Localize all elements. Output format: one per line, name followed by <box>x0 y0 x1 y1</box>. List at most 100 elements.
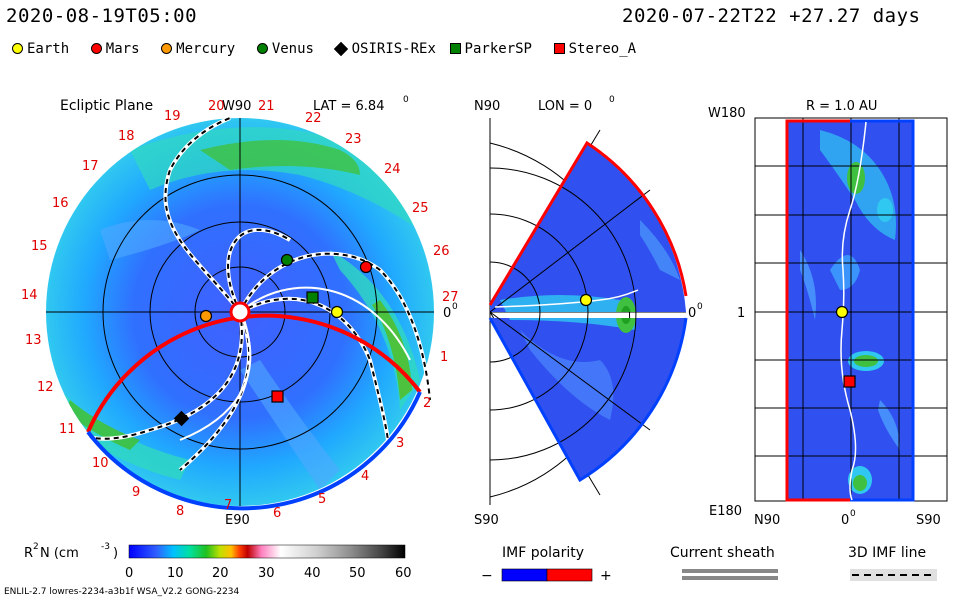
meridional-plane-panel: N90 LON = 0 0 S90 0 0 <box>474 95 703 528</box>
legend-stereo: Stereo_A <box>553 41 636 57</box>
e180-label: E180 <box>709 504 742 519</box>
svg-text:3: 3 <box>396 436 404 451</box>
svg-text:20: 20 <box>212 566 229 581</box>
ecliptic-zero-label: 0 <box>443 306 451 321</box>
colorbar-label-sup: 2 <box>33 542 39 552</box>
mercury-marker-icon <box>161 43 173 54</box>
sun-icon <box>229 301 251 323</box>
ecliptic-plane-panel: Ecliptic Plane W90 LAT = 6.84 0 E90 0 0 … <box>21 95 459 528</box>
radial-shell-panel: R = 1.0 AU W180 1 E180 N90 0 0 S90 <box>708 99 948 528</box>
footer-model-info: ENLIL-2.7 lowres-2234-a3b1f WSA_V2.2 GON… <box>4 587 240 597</box>
meridional-zero-label: 0 <box>688 306 696 321</box>
svg-text:13: 13 <box>25 333 42 348</box>
radial-one-label: 1 <box>737 306 745 321</box>
earth-marker-icon <box>330 305 344 319</box>
svg-text:40: 40 <box>304 566 321 581</box>
imf3d-title: 3D IMF line <box>848 545 926 561</box>
meridional-n90-label: N90 <box>474 99 500 114</box>
imf3d-legend: 3D IMF line <box>848 545 937 581</box>
radial-title: R = 1.0 AU <box>806 99 877 114</box>
current-sheath-line-1 <box>682 569 778 573</box>
lat-label: LAT = 6.84 <box>313 99 384 114</box>
w180-label: W180 <box>708 106 746 121</box>
colorbar-label-rest: N (cm <box>40 546 79 561</box>
e90-label: E90 <box>225 513 250 528</box>
legend-venus: Venus <box>256 41 314 57</box>
lon-label: LON = 0 <box>538 99 592 114</box>
svg-text:20: 20 <box>208 99 225 114</box>
legend-earth: Earth <box>12 41 69 57</box>
colorbar-label-close: ) <box>113 546 118 561</box>
earth-radial-marker-icon <box>835 305 849 319</box>
meridional-zero-sup: 0 <box>697 302 703 312</box>
legend-osiris: OSIRIS-REx <box>333 41 436 57</box>
right-timestamp-group: 2020-07-22T22 +27.27 days <box>622 5 921 27</box>
svg-text:8: 8 <box>176 504 184 519</box>
radial-n90-label: N90 <box>754 513 780 528</box>
svg-text:6: 6 <box>273 506 281 521</box>
left-timestamp: 2020-08-19T05:00 <box>6 5 198 27</box>
svg-text:26: 26 <box>433 244 450 259</box>
svg-text:25: 25 <box>412 201 429 216</box>
lon-degree-sup: 0 <box>609 95 615 105</box>
ecliptic-zero-sup: 0 <box>452 302 458 312</box>
radial-imf-line <box>840 121 867 501</box>
earth-marker-icon <box>12 43 23 54</box>
radial-s90-label: S90 <box>916 513 941 528</box>
sector-numbers: 19 20 21 22 23 24 25 26 27 1 2 3 4 5 6 7… <box>21 99 459 521</box>
w90-label: W90 <box>222 99 251 114</box>
mars-marker-icon <box>90 43 102 54</box>
current-sheath-legend: Current sheath <box>670 545 778 580</box>
mars-marker-icon <box>359 260 373 274</box>
svg-text:18: 18 <box>118 129 135 144</box>
parker-marker-icon <box>449 43 461 54</box>
ecliptic-title: Ecliptic Plane <box>60 98 153 114</box>
radial-rim-positive <box>785 119 850 502</box>
svg-text:4: 4 <box>361 469 369 484</box>
ecliptic-imf-lines <box>89 116 432 472</box>
radial-zero-label: 0 <box>841 513 849 528</box>
svg-text:21: 21 <box>258 99 275 114</box>
mercury-marker-icon <box>199 309 213 323</box>
imf-minus-label: − <box>481 568 493 584</box>
svg-text:10: 10 <box>92 456 109 471</box>
object-legend: Earth Mars Mercury Venus OSIRIS-REx Park… <box>12 39 648 58</box>
svg-text:60: 60 <box>395 566 412 581</box>
venus-marker-icon <box>280 253 294 267</box>
legend-mercury: Mercury <box>161 41 235 57</box>
meridional-imf-line <box>494 289 639 308</box>
meridional-rim-positive <box>488 140 688 306</box>
svg-text:12: 12 <box>37 380 54 395</box>
svg-text:11: 11 <box>59 422 76 437</box>
imf-negative-swatch <box>501 568 548 582</box>
current-sheath-title: Current sheath <box>670 545 775 561</box>
svg-text:9: 9 <box>132 485 140 500</box>
svg-text:2: 2 <box>423 396 431 411</box>
lat-degree-sup: 0 <box>403 95 409 105</box>
colorbar: R 2 N (cm -3 ) 0 10 20 30 40 50 60 <box>24 542 412 581</box>
venus-marker-icon <box>256 43 268 54</box>
imf-polarity-title: IMF polarity <box>502 545 584 561</box>
meridional-s90-label: S90 <box>474 513 499 528</box>
legend-parker: ParkerSP <box>449 41 532 57</box>
svg-text:24: 24 <box>384 162 401 177</box>
svg-text:22: 22 <box>305 111 322 126</box>
legend-mars: Mars <box>90 41 140 57</box>
svg-text:50: 50 <box>349 566 366 581</box>
stereo-marker-icon <box>271 390 284 403</box>
svg-text:1: 1 <box>440 350 448 365</box>
svg-text:19: 19 <box>164 109 181 124</box>
svg-text:16: 16 <box>52 196 69 211</box>
parker-marker-icon <box>306 291 319 304</box>
right-timestamp: 2020-07-22T22 <box>622 5 778 27</box>
imf-polarity-legend: IMF polarity − + <box>481 545 612 584</box>
colorbar-gradient <box>128 544 406 559</box>
radial-rim-negative <box>850 119 915 502</box>
meridional-north-wedge <box>490 143 686 312</box>
time-offset: +27.27 days <box>789 5 921 27</box>
osiris-marker-icon <box>173 410 190 427</box>
earth-meridional-marker-icon <box>579 293 593 307</box>
svg-text:27: 27 <box>442 290 459 305</box>
svg-text:30: 30 <box>258 566 275 581</box>
